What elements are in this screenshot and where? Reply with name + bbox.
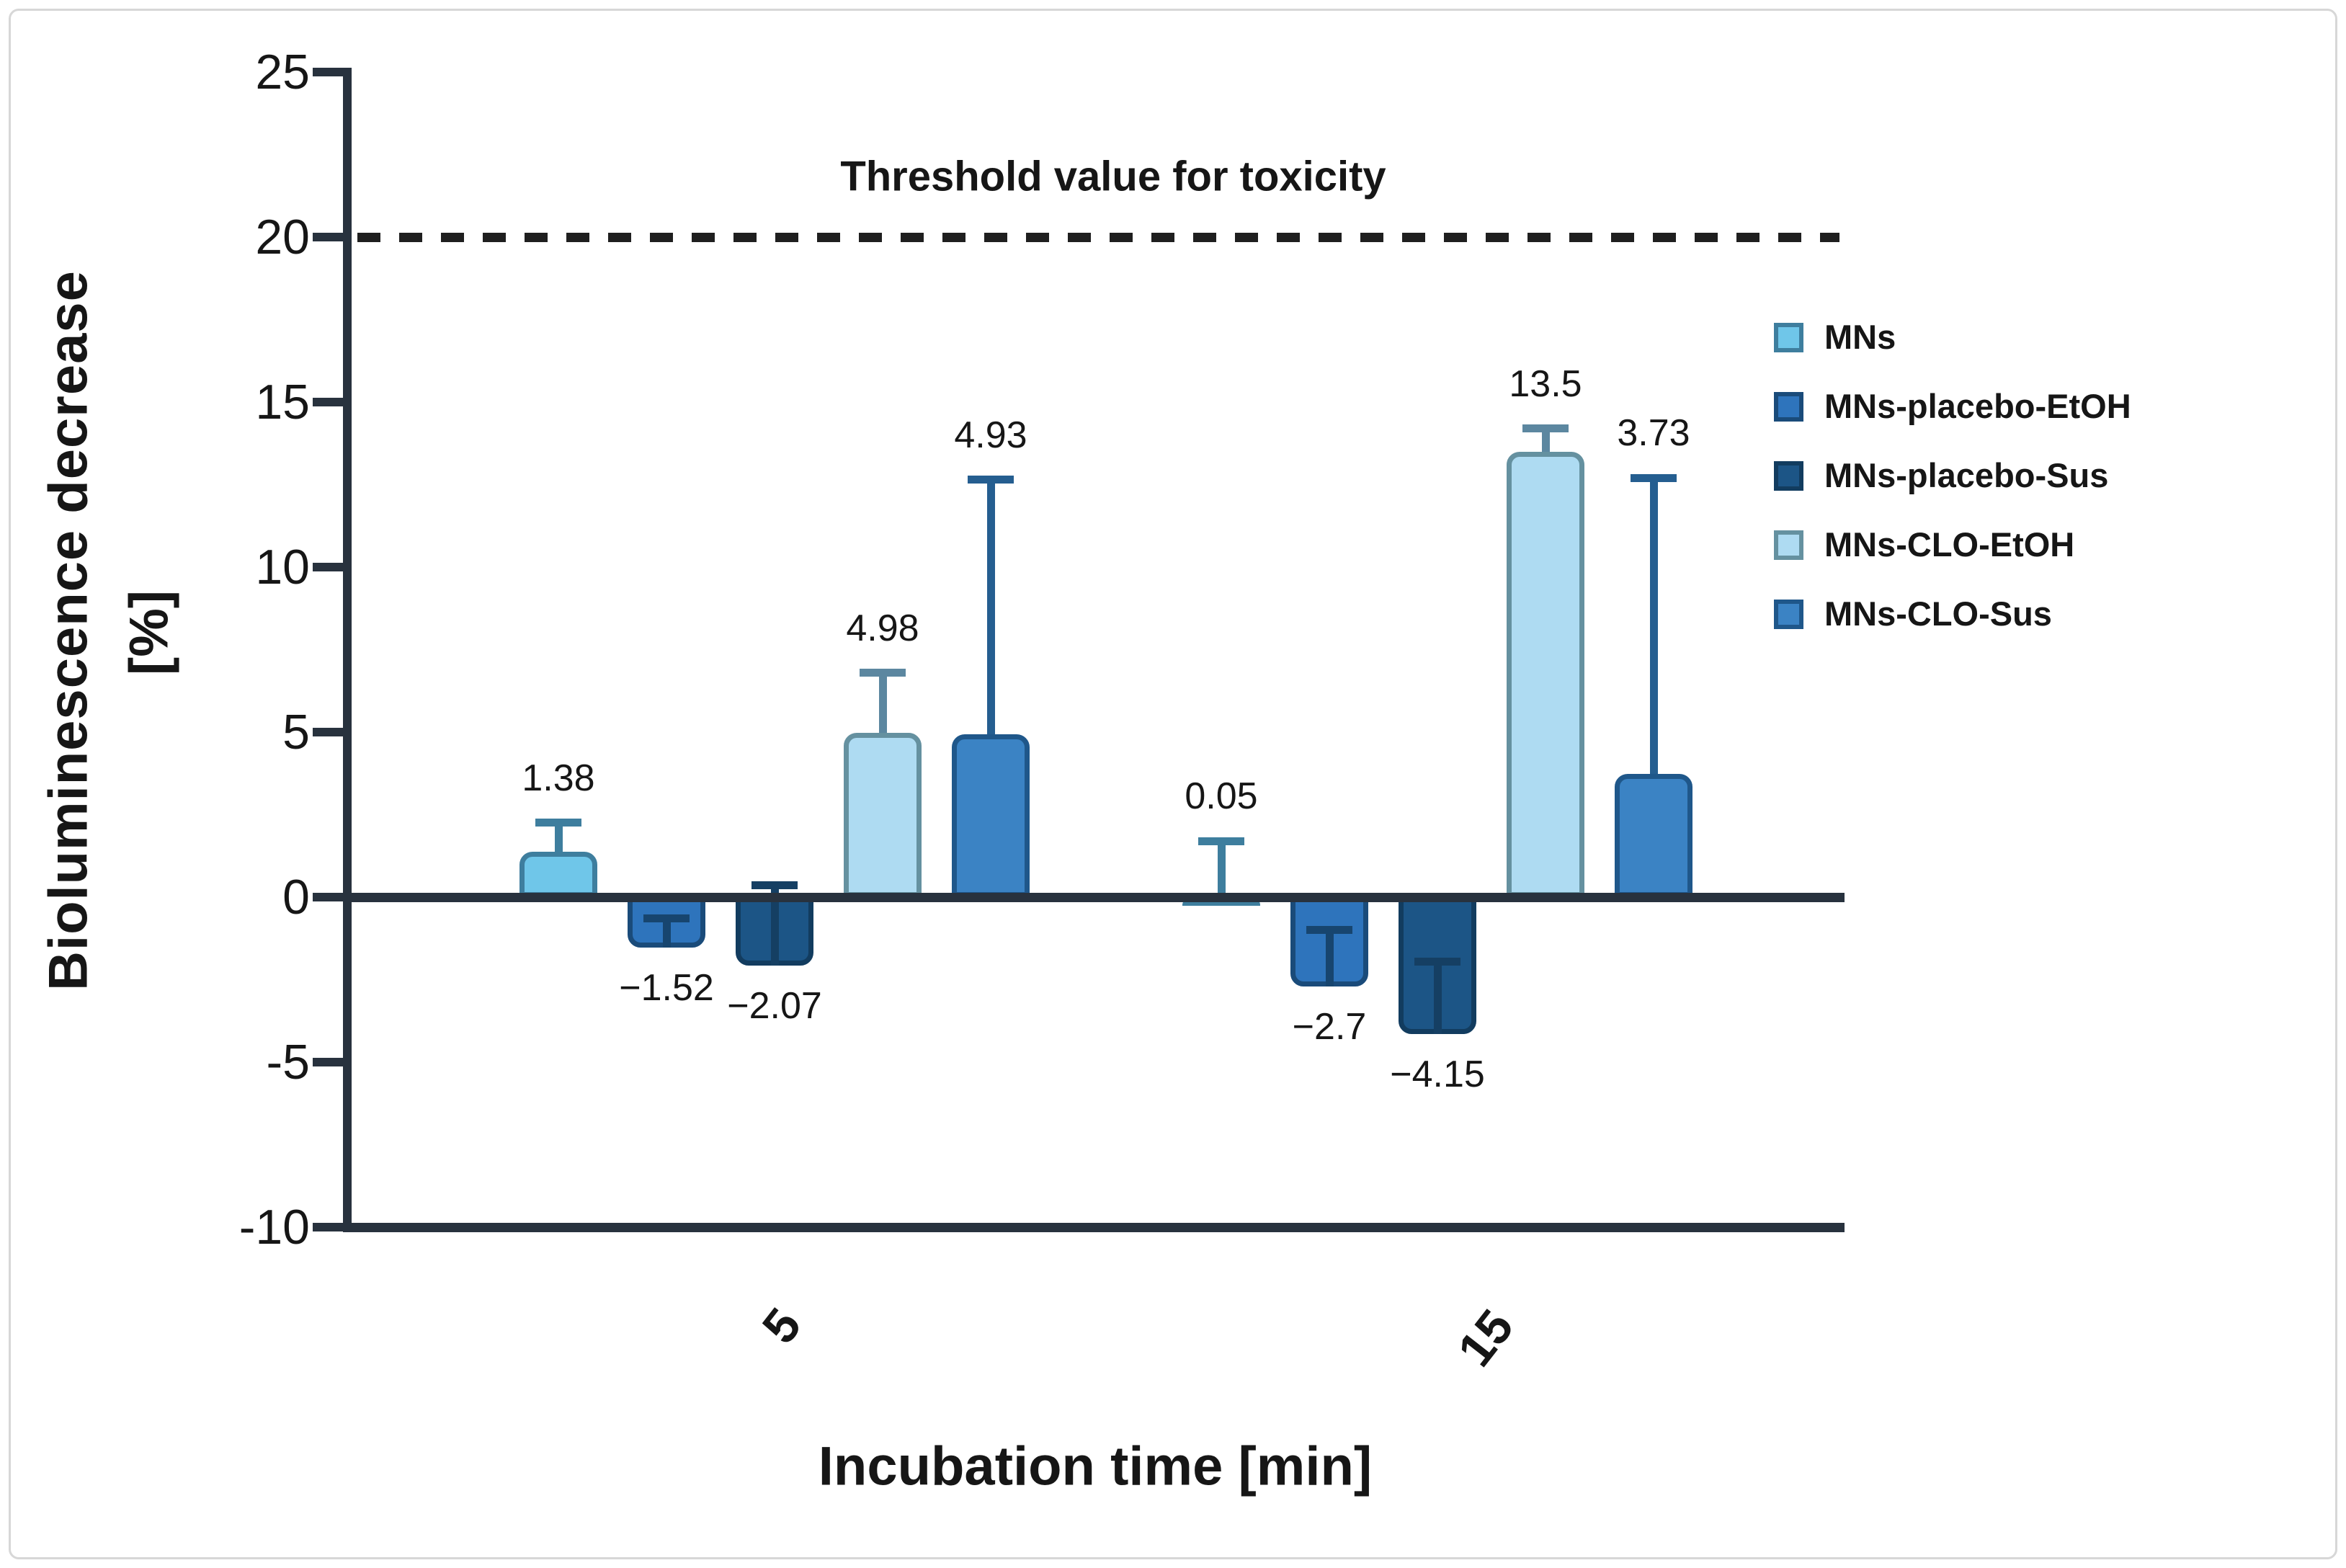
y-tick-label: 10 (255, 540, 310, 594)
error-bar-cap (643, 914, 690, 923)
y-tick (313, 68, 343, 76)
error-bar-cap (535, 819, 581, 827)
bar-value-label: 3.73 (1617, 412, 1690, 455)
y-tick-label: -5 (266, 1035, 310, 1090)
error-bar-stem (878, 672, 887, 733)
error-bar-cap (968, 476, 1014, 484)
error-bar-cap (1414, 957, 1460, 966)
error-bar-stem (662, 918, 671, 948)
bar (1507, 451, 1584, 897)
bar-value-label: 4.98 (846, 607, 919, 649)
bar-value-label: −4.15 (1390, 1054, 1485, 1096)
bar (1615, 774, 1692, 897)
error-bar-stem (1541, 428, 1550, 452)
bar-value-label: −1.52 (619, 966, 714, 1009)
x-axis-line (343, 1222, 1845, 1232)
threshold-dashed-line (357, 232, 1839, 242)
error-bar-stem (1217, 841, 1226, 896)
y-tick (313, 728, 343, 736)
error-bar-cap (1198, 837, 1244, 845)
threshold-label: Threshold value for toxicity (840, 153, 1386, 200)
error-bar-cap (1522, 424, 1569, 433)
bar (519, 851, 597, 897)
y-tick-label: -10 (238, 1200, 310, 1255)
bar (952, 734, 1030, 897)
y-tick (313, 563, 343, 571)
bar-value-label: 13.5 (1509, 362, 1582, 405)
bar (844, 732, 922, 897)
error-bar-stem (770, 885, 779, 966)
bar-value-label: 0.05 (1185, 775, 1258, 818)
y-tick (313, 893, 343, 901)
error-bar-stem (1649, 478, 1658, 775)
y-tick-label: 0 (282, 870, 310, 925)
bar-value-label: −2.7 (1292, 1005, 1367, 1048)
y-tick (313, 1223, 343, 1231)
y-tick (313, 398, 343, 406)
error-bar-cap (1306, 926, 1352, 935)
x-category-label: 5 (751, 1298, 812, 1354)
error-bar-cap (751, 881, 798, 890)
y-tick-label: 25 (255, 45, 310, 99)
y-tick-label: 5 (282, 705, 310, 760)
error-bar-stem (1433, 961, 1442, 1035)
bar-value-label: 1.38 (522, 757, 595, 799)
error-bar-stem (554, 822, 563, 852)
error-bar-stem (1325, 930, 1334, 986)
y-tick (313, 233, 343, 241)
bar-value-label: 4.93 (954, 414, 1027, 456)
x-axis-title: Incubation time [min] (818, 1435, 1373, 1497)
error-bar-cap (1631, 473, 1677, 482)
y-tick-label: 15 (255, 375, 310, 429)
bar-value-label: −2.07 (727, 984, 822, 1027)
zero-axis-line (347, 892, 1845, 902)
y-tick (313, 1058, 343, 1066)
y-tick-label: 20 (255, 210, 310, 264)
y-axis-spine (343, 68, 352, 1231)
x-category-label: 15 (1447, 1299, 1525, 1377)
error-bar-cap (860, 669, 906, 677)
error-bar-stem (986, 479, 995, 735)
